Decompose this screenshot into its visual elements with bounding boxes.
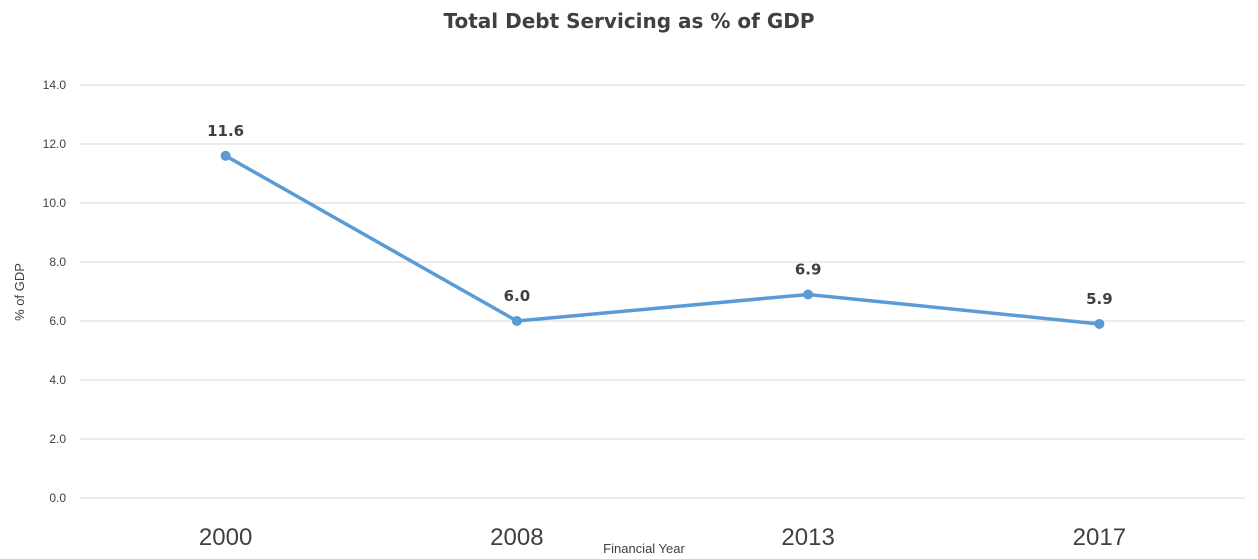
data-label: 11.6: [207, 122, 244, 140]
y-axis-ticks: 0.0 2.0 4.0 6.0 8.0 10.0 12.0 14.0: [43, 78, 67, 505]
data-point: [220, 150, 231, 161]
gridlines: [80, 84, 1245, 499]
x-axis-ticks: 2000 2008 2013 2017: [199, 524, 1126, 551]
y-tick-label: 0.0: [49, 491, 66, 505]
data-label: 6.9: [795, 260, 822, 278]
data-point: [803, 289, 814, 300]
y-tick-label: 6.0: [49, 314, 66, 328]
data-point: [1094, 318, 1105, 329]
y-tick-label: 14.0: [43, 78, 67, 92]
series-line: [224, 154, 1100, 326]
series-group: [220, 150, 1105, 329]
data-labels: 11.6 6.0 6.9 5.9: [207, 122, 1113, 308]
y-axis-label: % of GDP: [12, 263, 27, 321]
y-tick-label: 12.0: [43, 137, 67, 151]
data-label: 6.0: [504, 287, 531, 305]
x-tick-label: 2013: [781, 524, 834, 551]
y-tick-label: 4.0: [49, 373, 66, 387]
chart-title: Total Debt Servicing as % of GDP: [443, 9, 814, 33]
data-point: [511, 316, 522, 326]
x-tick-label: 2017: [1073, 524, 1126, 551]
x-tick-label: 2008: [490, 524, 543, 551]
y-tick-label: 10.0: [43, 196, 67, 210]
x-axis-label: Financial Year: [603, 541, 685, 556]
y-tick-label: 8.0: [49, 255, 66, 269]
x-tick-label: 2000: [199, 524, 252, 551]
data-label: 5.9: [1086, 290, 1113, 308]
y-tick-label: 2.0: [49, 432, 66, 446]
